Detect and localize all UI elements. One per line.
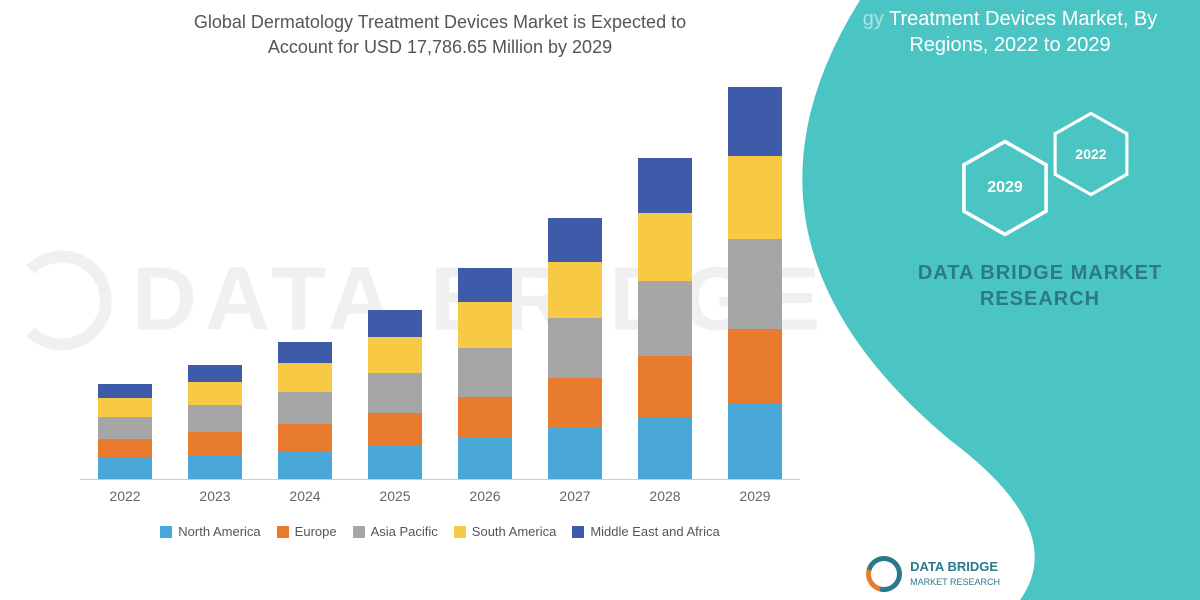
bar-segment	[368, 413, 422, 445]
bar-segment	[278, 342, 332, 363]
right-title-prefix: gy	[863, 8, 884, 30]
bar-segment	[548, 428, 602, 479]
legend-label: Asia Pacific	[371, 524, 438, 539]
bar-group	[98, 384, 152, 479]
right-panel: gy Treatment Devices Market, By Regions,…	[800, 0, 1200, 600]
x-axis-label: 2028	[620, 488, 710, 504]
bar-group	[548, 218, 602, 479]
bar-segment	[638, 213, 692, 282]
bar-segment	[458, 437, 512, 479]
chart-title-line1: Global Dermatology Treatment Devices Mar…	[194, 12, 686, 32]
legend-item: Europe	[277, 524, 337, 539]
bar-segment	[458, 348, 512, 398]
legend-swatch	[277, 526, 289, 538]
hexagon-2029-label: 2029	[987, 179, 1023, 197]
bar-segment	[458, 397, 512, 437]
bar-segment	[98, 384, 152, 397]
legend-label: South America	[472, 524, 557, 539]
legend-swatch	[160, 526, 172, 538]
hexagon-2029: 2029	[960, 138, 1050, 238]
legend-swatch	[353, 526, 365, 538]
bar-segment	[188, 432, 242, 455]
bar-segment	[638, 356, 692, 417]
bar-segment	[368, 445, 422, 479]
footer-logo: DATA BRIDGE MARKET RESEARCH	[866, 556, 1000, 592]
footer-logo-line2: MARKET RESEARCH	[910, 577, 1000, 587]
x-axis-label: 2026	[440, 488, 530, 504]
right-panel-title: gy Treatment Devices Market, By Regions,…	[840, 6, 1180, 58]
bar-segment	[548, 262, 602, 317]
legend-item: Middle East and Africa	[572, 524, 719, 539]
bar-segment	[278, 363, 332, 392]
legend-swatch	[454, 526, 466, 538]
bar-segment	[458, 268, 512, 302]
x-axis-label: 2025	[350, 488, 440, 504]
bar-segment	[188, 405, 242, 432]
bar-segment	[368, 310, 422, 337]
x-axis-labels: 20222023202420252026202720282029	[80, 488, 800, 504]
bar-segment	[98, 458, 152, 479]
hexagon-2022: 2022	[1052, 110, 1130, 198]
bar-segment	[98, 417, 152, 440]
right-title-line1: Treatment Devices Market, By	[889, 8, 1157, 30]
bar-segment	[368, 373, 422, 413]
x-axis-label: 2024	[260, 488, 350, 504]
right-title-line2: Regions, 2022 to 2029	[909, 34, 1110, 56]
bar-segment	[638, 417, 692, 480]
bar-segment	[278, 451, 332, 480]
bar-segment	[98, 398, 152, 417]
footer-logo-line1: DATA BRIDGE	[910, 559, 998, 574]
chart-legend: North America Europe Asia Pacific South Ame…	[60, 524, 820, 539]
chart-title: Global Dermatology Treatment Devices Mar…	[60, 10, 820, 60]
bar-segment	[548, 378, 602, 428]
legend-item: Asia Pacific	[353, 524, 438, 539]
legend-item: North America	[160, 524, 260, 539]
bar-segment	[548, 218, 602, 262]
hexagon-2022-label: 2022	[1075, 146, 1106, 162]
brand-text: DATA BRIDGE MARKET RESEARCH	[910, 260, 1170, 312]
footer-logo-text: DATA BRIDGE MARKET RESEARCH	[910, 560, 1000, 589]
brand-line1: DATA BRIDGE MARKET	[918, 262, 1162, 284]
bar-segment	[98, 439, 152, 458]
legend-label: North America	[178, 524, 260, 539]
bar-group	[458, 268, 512, 479]
chart-container: Global Dermatology Treatment Devices Mar…	[60, 10, 820, 550]
bar-segment	[278, 392, 332, 424]
bar-segment	[278, 424, 332, 451]
bar-group	[368, 310, 422, 480]
chart-title-line2: Account for USD 17,786.65 Million by 202…	[268, 37, 612, 57]
bar-group	[188, 365, 242, 479]
chart-plot	[80, 80, 800, 480]
bar-segment	[548, 318, 602, 379]
legend-swatch	[572, 526, 584, 538]
footer-logo-icon	[860, 549, 909, 598]
bar-segment	[638, 158, 692, 213]
bar-segment	[188, 455, 242, 480]
bar-segment	[458, 302, 512, 348]
bar-segment	[368, 337, 422, 373]
brand-line2: RESEARCH	[980, 288, 1100, 310]
bar-segment	[638, 281, 692, 355]
x-axis-label: 2022	[80, 488, 170, 504]
x-axis-label: 2027	[530, 488, 620, 504]
x-axis-label: 2023	[170, 488, 260, 504]
legend-item: South America	[454, 524, 557, 539]
legend-label: Europe	[295, 524, 337, 539]
bar-group	[638, 158, 692, 480]
bar-segment	[188, 365, 242, 382]
legend-label: Middle East and Africa	[590, 524, 719, 539]
bar-group	[278, 342, 332, 479]
bar-segment	[188, 382, 242, 405]
